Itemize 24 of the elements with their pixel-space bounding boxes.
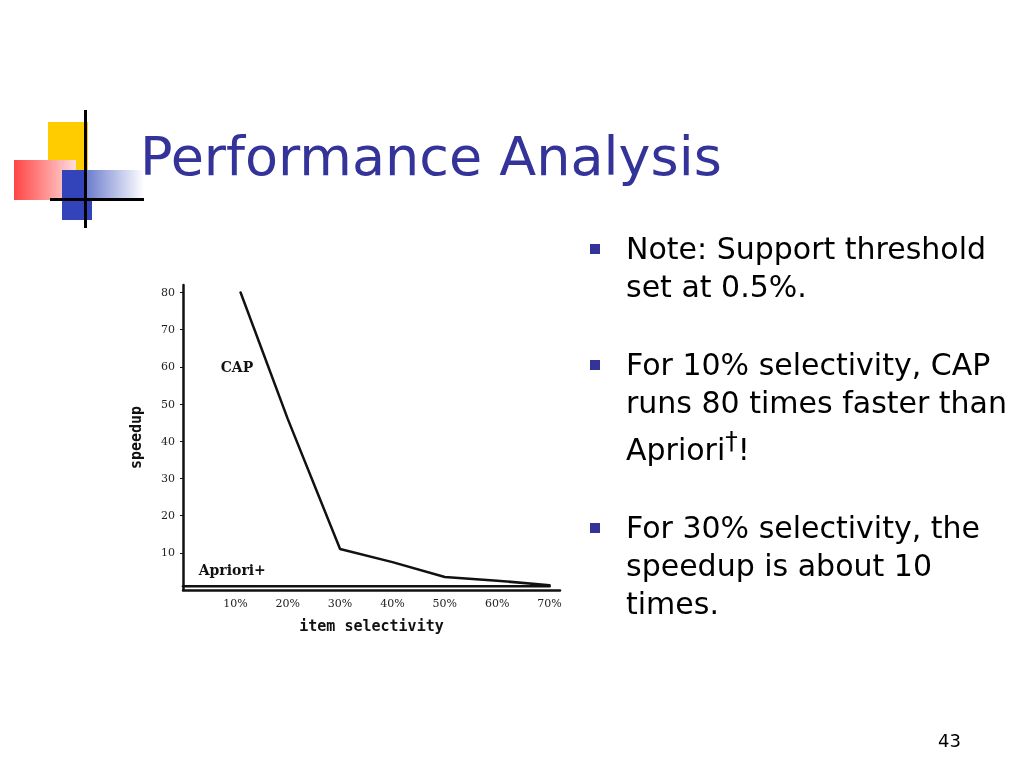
series-label: CAP (220, 358, 254, 375)
y-tick-label: 60 (161, 360, 175, 374)
y-tick-label: 70 (161, 323, 175, 337)
x-axis-title: item selectivity (299, 616, 444, 635)
text: 43 (938, 730, 961, 751)
x-tick-label: 70% (537, 597, 562, 610)
y-tick-label: 80 (161, 285, 175, 299)
y-tick-label: 50 (161, 397, 175, 411)
chart-title: Performance Analysis (140, 125, 722, 188)
y-tick-label: 20 (161, 509, 175, 523)
x-tick-label: 40% (380, 597, 405, 610)
x-tick-label: 20% (275, 597, 300, 610)
text: For 30% selectivity, the speedup is about 10 times. (625, 509, 981, 623)
y-tick-label: 30 (161, 471, 175, 485)
x-tick-label: 30% (327, 597, 353, 610)
text: For 10% selectivity, CAP runs 80 times faster than Apriori$^{†}$! (625, 346, 1009, 469)
x-tick-label: 50% (432, 597, 458, 610)
x-tick-label: 60% (484, 597, 510, 610)
text: Note: Support threshold set at 0.5%. (625, 230, 988, 306)
y-tick-label: 10 (161, 546, 175, 560)
y-axis-title: speedup (126, 405, 145, 470)
series-label: Apriori+ (197, 562, 266, 579)
x-tick-label: 10% (223, 597, 248, 610)
y-tick-label: 40 (161, 434, 175, 448)
